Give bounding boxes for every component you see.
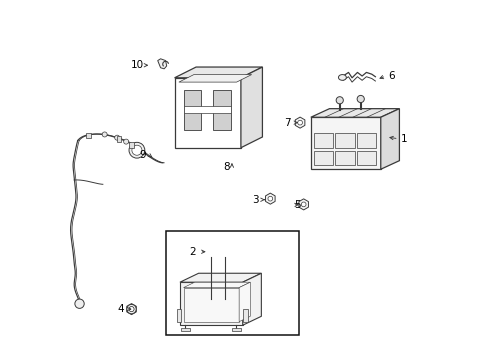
- Polygon shape: [183, 282, 250, 288]
- Bar: [183, 106, 230, 113]
- Polygon shape: [180, 282, 242, 325]
- Text: 1: 1: [400, 134, 407, 144]
- Polygon shape: [265, 193, 275, 204]
- Text: 6: 6: [387, 71, 394, 81]
- Polygon shape: [310, 109, 399, 117]
- Circle shape: [115, 135, 120, 140]
- Bar: [243, 309, 247, 321]
- Bar: [129, 142, 133, 148]
- Text: 10: 10: [130, 60, 143, 70]
- Circle shape: [356, 95, 364, 103]
- Polygon shape: [241, 67, 262, 148]
- Text: 4: 4: [117, 304, 124, 314]
- Bar: [335, 134, 354, 148]
- Text: 5: 5: [294, 200, 300, 210]
- Circle shape: [132, 145, 142, 155]
- Text: 2: 2: [189, 247, 195, 257]
- Bar: [166, 231, 298, 335]
- Polygon shape: [183, 288, 239, 321]
- Circle shape: [126, 305, 136, 314]
- Ellipse shape: [338, 75, 346, 80]
- Polygon shape: [158, 59, 166, 69]
- Circle shape: [129, 142, 144, 158]
- Circle shape: [301, 202, 305, 207]
- Bar: [356, 150, 376, 165]
- Circle shape: [267, 196, 272, 201]
- Text: 9: 9: [139, 150, 145, 160]
- Circle shape: [129, 307, 134, 311]
- Text: 7: 7: [284, 118, 290, 128]
- Polygon shape: [380, 109, 399, 169]
- Bar: [181, 328, 189, 331]
- Text: 3: 3: [251, 195, 258, 205]
- Polygon shape: [239, 282, 250, 321]
- Bar: [183, 90, 201, 130]
- Bar: [313, 134, 333, 148]
- Bar: [313, 150, 333, 165]
- Polygon shape: [179, 75, 251, 82]
- Bar: [177, 309, 181, 321]
- Circle shape: [123, 139, 128, 144]
- Polygon shape: [295, 117, 304, 128]
- Polygon shape: [174, 67, 262, 78]
- Bar: [335, 150, 354, 165]
- Circle shape: [297, 120, 302, 125]
- Circle shape: [335, 97, 343, 104]
- Polygon shape: [298, 199, 308, 210]
- Polygon shape: [180, 273, 261, 282]
- Polygon shape: [242, 273, 261, 325]
- Polygon shape: [174, 78, 241, 148]
- Circle shape: [102, 132, 107, 137]
- Circle shape: [129, 307, 134, 312]
- Polygon shape: [126, 303, 136, 315]
- Circle shape: [75, 299, 84, 309]
- Bar: [356, 134, 376, 148]
- Bar: [213, 90, 230, 130]
- Text: 8: 8: [223, 162, 229, 172]
- Bar: [86, 133, 90, 138]
- Bar: [231, 328, 240, 331]
- Bar: [117, 136, 121, 141]
- Polygon shape: [310, 117, 380, 169]
